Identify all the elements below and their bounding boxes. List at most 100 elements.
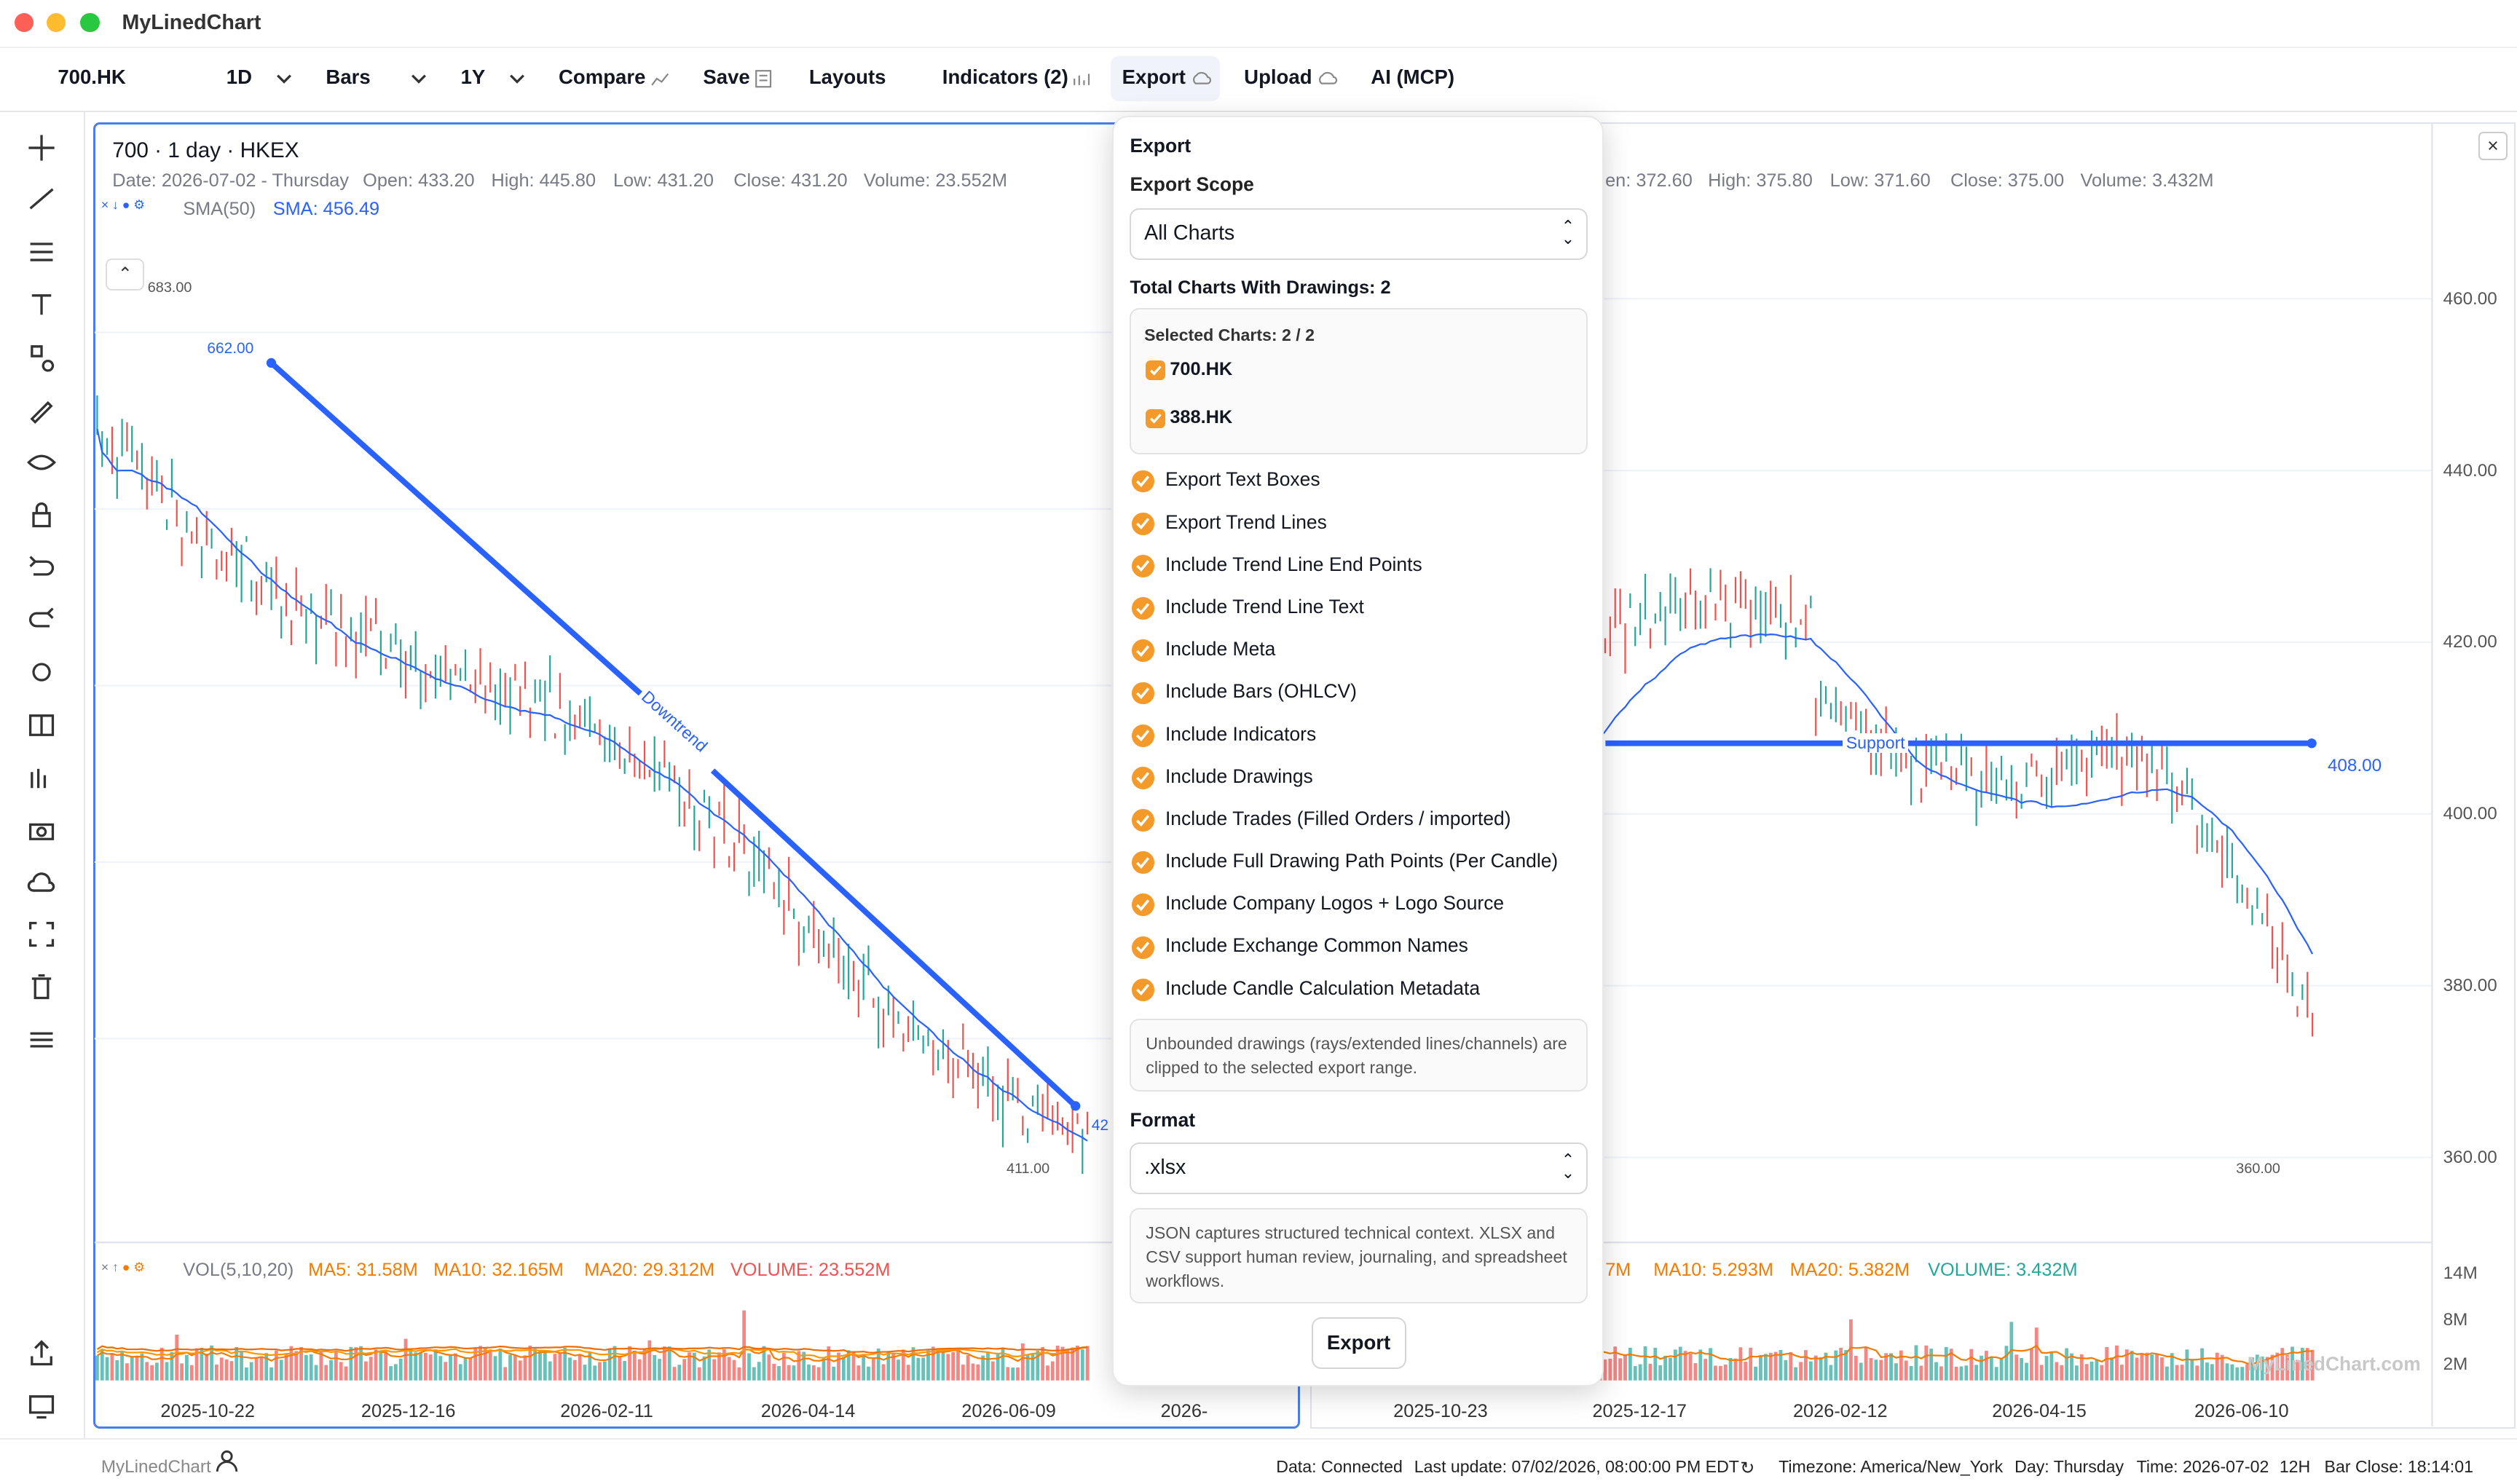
volume-bar [95, 1355, 99, 1381]
volume-bar [125, 1362, 129, 1381]
volume-bar [339, 1362, 343, 1381]
volume-bar [463, 1357, 468, 1381]
volume-bar [379, 1350, 383, 1381]
layouts-button[interactable]: Layouts [808, 66, 886, 89]
text-icon[interactable] [25, 289, 58, 321]
chart-type-select[interactable]: Bars [326, 66, 371, 89]
volume-bar [1758, 1354, 1762, 1381]
maximize-window-button[interactable] [80, 12, 100, 33]
volume-bar [2114, 1345, 2119, 1381]
chevron-down-icon[interactable] [509, 71, 525, 87]
chevron-down-icon[interactable] [411, 71, 427, 87]
volume-bar [414, 1351, 418, 1381]
high-marker: 683.00 [147, 279, 192, 296]
export-share-icon[interactable] [25, 1337, 58, 1369]
volume-bar [518, 1360, 522, 1381]
eye-icon[interactable] [25, 446, 58, 478]
range-select[interactable]: 1Y [460, 66, 486, 89]
chevron-down-icon[interactable] [276, 71, 292, 87]
volume-bar [752, 1367, 756, 1381]
volume-bar [777, 1365, 781, 1381]
trendline-start-point[interactable] [266, 358, 277, 368]
volume-bar [797, 1351, 801, 1381]
trendline-end-point[interactable] [1071, 1101, 1081, 1111]
split-icon[interactable] [25, 709, 58, 741]
volume-bar [856, 1365, 861, 1381]
crosshair-icon[interactable] [25, 132, 58, 164]
volume-bar [966, 1354, 970, 1381]
volume-bar [628, 1346, 631, 1381]
brush-icon[interactable] [25, 393, 58, 425]
vol-ma5: 7M [1605, 1260, 1631, 1281]
volume-bar [2135, 1357, 2139, 1381]
sma-value: SMA: 456.49 [272, 199, 380, 220]
interval-select[interactable]: 1D [226, 66, 252, 89]
volume-bar [1698, 1349, 1702, 1381]
indicators-button[interactable]: Indicators (2) [942, 66, 1092, 89]
ai-mcp-button[interactable]: AI (MCP) [1371, 66, 1455, 89]
eth-icon[interactable] [25, 762, 58, 794]
volume-bar [240, 1351, 243, 1381]
hour-mode-toggle[interactable]: 12H [2279, 1457, 2311, 1477]
trash-icon[interactable] [25, 971, 58, 1003]
chart-title: 700 · 1 day · HKEX [112, 138, 299, 162]
checkbox-icon [1131, 597, 1154, 620]
trendline-icon[interactable] [25, 183, 58, 215]
support-end-point[interactable] [2307, 738, 2317, 749]
volume-bar [1025, 1354, 1030, 1381]
upload-button[interactable]: Upload [1244, 66, 1338, 89]
status-timezone[interactable]: Timezone: America/New_York [1779, 1457, 2004, 1477]
chart-panel-left[interactable] [92, 122, 1301, 1429]
volume-tick: 2M [2443, 1354, 2468, 1375]
fib-icon[interactable] [25, 236, 58, 268]
compare-button[interactable]: Compare [559, 66, 669, 89]
export-submit-button[interactable]: Export [1311, 1317, 1406, 1369]
sliders-icon[interactable] [25, 1024, 58, 1056]
volume-bar [1718, 1365, 1722, 1381]
format-note: JSON captures structured technical conte… [1130, 1208, 1588, 1303]
undo-icon[interactable] [25, 552, 58, 584]
user-icon[interactable] [215, 1449, 239, 1473]
collapse-legend-button[interactable]: ⌃ [106, 258, 145, 291]
export-button[interactable]: Export [1122, 66, 1212, 89]
cloud-icon[interactable] [25, 867, 58, 899]
volume-bar [1713, 1365, 1717, 1381]
volume-bar [403, 1338, 408, 1381]
volume-bar [1964, 1365, 1969, 1381]
format-select[interactable]: .xlsx ⌃ ⌄ [1130, 1142, 1588, 1194]
fullscreen-icon[interactable] [25, 918, 58, 950]
lock-icon[interactable] [25, 499, 58, 531]
indicator-controls[interactable]: × ↓ ● ⚙ [101, 197, 146, 213]
volume-bar [259, 1356, 264, 1381]
redo-icon[interactable] [25, 604, 58, 636]
camera-icon[interactable] [25, 813, 58, 845]
save-button[interactable]: Save [703, 66, 772, 89]
system-icon[interactable] [25, 1390, 58, 1422]
settings-icon[interactable] [25, 656, 58, 688]
volume-bar [961, 1364, 965, 1381]
volume-bar [946, 1354, 950, 1381]
refresh-icon[interactable]: ↻ [1740, 1459, 1755, 1479]
trendline-segment[interactable] [269, 360, 642, 696]
volume-bar [2270, 1354, 2274, 1381]
format-label: Format [1130, 1108, 1196, 1131]
save-icon [755, 69, 772, 88]
window-title: MyLinedChart [122, 11, 261, 35]
volume-controls[interactable]: × ↑ ● ⚙ [101, 1260, 146, 1275]
checkbox-icon [1146, 409, 1165, 429]
symbol-input[interactable]: 700.HK [58, 66, 126, 89]
volume-bar [1031, 1354, 1035, 1381]
scope-select[interactable]: All Charts ⌃ ⌄ [1130, 208, 1588, 260]
trendline-segment[interactable] [710, 768, 1078, 1108]
close-chart-button[interactable]: × [2478, 131, 2508, 161]
volume-bar [2280, 1347, 2284, 1381]
volume-bar [185, 1354, 189, 1381]
volume-bar [1954, 1366, 1958, 1381]
minimize-window-button[interactable] [46, 12, 66, 33]
shapes-icon[interactable] [25, 340, 58, 372]
volume-bar [419, 1351, 422, 1381]
volume-bar [990, 1361, 995, 1381]
volume-bar [488, 1349, 492, 1381]
volume-bar [324, 1365, 328, 1381]
close-window-button[interactable] [14, 12, 34, 33]
